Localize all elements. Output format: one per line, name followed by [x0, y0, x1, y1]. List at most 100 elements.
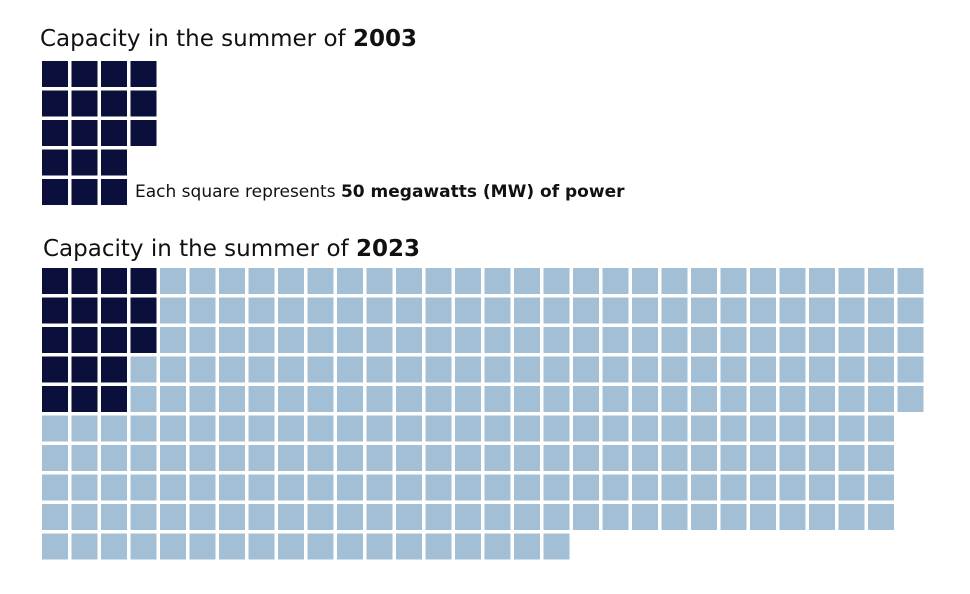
waffle-square-added	[42, 445, 68, 471]
waffle-square-added	[278, 297, 304, 324]
waffle-square-added	[632, 356, 658, 383]
waffle-square-existing	[71, 386, 98, 412]
waffle-square-added	[484, 533, 511, 560]
waffle-square-added	[278, 415, 304, 442]
waffle-square-added	[484, 268, 511, 294]
waffle-square-existing	[101, 179, 127, 205]
waffle-square-added	[661, 474, 688, 501]
waffle-square-added	[366, 386, 393, 412]
waffle-square-added	[484, 445, 511, 471]
waffle-square-added	[543, 533, 570, 560]
waffle-square-added	[366, 356, 393, 383]
waffle-square-added	[573, 356, 599, 383]
waffle-square-added	[366, 474, 393, 501]
waffle-square-existing	[101, 90, 127, 117]
waffle-chart-2003	[42, 61, 157, 205]
waffle-square-added	[691, 386, 717, 412]
waffle-square-added	[573, 297, 599, 324]
waffle-square-added	[484, 415, 511, 442]
waffle-square-added	[809, 415, 835, 442]
waffle-square-added	[632, 415, 658, 442]
waffle-square-added	[189, 268, 216, 294]
waffle-square-added	[868, 415, 894, 442]
waffle-square-added	[809, 297, 835, 324]
title-year: 2023	[355, 236, 420, 262]
waffle-square-added	[897, 356, 924, 383]
waffle-square-existing	[71, 179, 98, 205]
waffle-square-added	[42, 533, 68, 560]
waffle-square-added	[779, 268, 806, 294]
waffle-square-added	[307, 504, 334, 530]
waffle-square-added	[248, 386, 275, 412]
waffle-square-added	[661, 327, 688, 353]
waffle-square-added	[455, 297, 481, 324]
waffle-square-added	[543, 268, 570, 294]
waffle-square-added	[160, 533, 186, 560]
waffle-square-added	[750, 386, 776, 412]
waffle-square-added	[425, 327, 452, 353]
waffle-square-added	[337, 504, 363, 530]
waffle-square-added	[573, 415, 599, 442]
waffle-square-added	[573, 474, 599, 501]
waffle-square-existing	[42, 327, 68, 353]
waffle-square-added	[720, 268, 747, 294]
waffle-square-added	[130, 356, 157, 383]
waffle-square-added	[219, 504, 245, 530]
waffle-square-added	[691, 327, 717, 353]
waffle-square-added	[661, 297, 688, 324]
waffle-square-added	[307, 533, 334, 560]
waffle-square-added	[809, 327, 835, 353]
waffle-square-added	[425, 533, 452, 560]
waffle-square-added	[543, 297, 570, 324]
waffle-square-added	[396, 504, 422, 530]
waffle-square-existing	[101, 61, 127, 87]
waffle-square-added	[720, 327, 747, 353]
waffle-square-existing	[42, 297, 68, 324]
waffle-square-added	[366, 415, 393, 442]
waffle-square-added	[366, 504, 393, 530]
waffle-square-added	[278, 533, 304, 560]
waffle-square-added	[661, 356, 688, 383]
waffle-square-existing	[101, 386, 127, 412]
waffle-square-added	[543, 327, 570, 353]
waffle-square-existing	[71, 297, 98, 324]
waffle-square-added	[455, 327, 481, 353]
waffle-square-added	[219, 533, 245, 560]
waffle-square-added	[661, 268, 688, 294]
title-prefix: Capacity in the summer of	[43, 236, 356, 262]
waffle-square-added	[632, 474, 658, 501]
waffle-square-added	[691, 504, 717, 530]
waffle-square-existing	[42, 90, 68, 117]
waffle-square-added	[602, 327, 629, 353]
waffle-square-added	[573, 445, 599, 471]
waffle-square-added	[838, 445, 865, 471]
waffle-square-added	[720, 474, 747, 501]
waffle-square-added	[484, 356, 511, 383]
waffle-square-added	[543, 415, 570, 442]
waffle-square-existing	[42, 149, 68, 176]
waffle-square-added	[219, 327, 245, 353]
waffle-square-existing	[130, 327, 157, 353]
waffle-square-added	[160, 504, 186, 530]
waffle-square-added	[396, 327, 422, 353]
waffle-square-added	[71, 474, 98, 501]
waffle-square-added	[750, 356, 776, 383]
waffle-square-added	[160, 474, 186, 501]
waffle-square-added	[219, 386, 245, 412]
waffle-square-added	[573, 268, 599, 294]
waffle-square-added	[750, 504, 776, 530]
waffle-square-added	[809, 356, 835, 383]
waffle-square-added	[189, 386, 216, 412]
waffle-square-added	[130, 504, 157, 530]
waffle-square-added	[602, 474, 629, 501]
waffle-square-added	[868, 297, 894, 324]
waffle-square-added	[455, 504, 481, 530]
waffle-square-added	[573, 386, 599, 412]
waffle-square-added	[396, 474, 422, 501]
waffle-square-added	[455, 386, 481, 412]
waffle-square-added	[897, 386, 924, 412]
waffle-square-added	[219, 356, 245, 383]
waffle-square-existing	[71, 120, 98, 146]
waffle-square-added	[130, 533, 157, 560]
waffle-square-added	[514, 297, 540, 324]
